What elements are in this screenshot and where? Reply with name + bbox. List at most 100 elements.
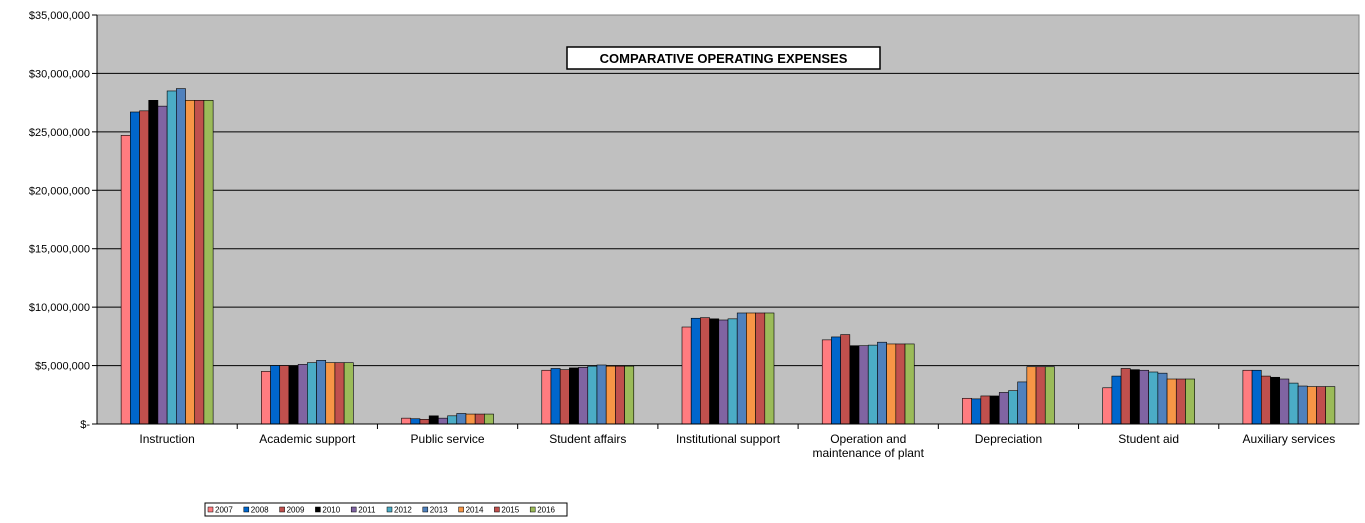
bar	[895, 343, 906, 425]
bars	[120, 88, 1336, 425]
bar	[316, 360, 327, 425]
bar	[569, 367, 579, 425]
bar	[297, 364, 308, 425]
bar	[1102, 387, 1113, 425]
chart-title-box: COMPARATIVE OPERATING EXPENSES	[566, 46, 881, 70]
bar	[474, 413, 485, 425]
y-tick-label: $15,000,000	[29, 244, 90, 256]
bar	[755, 312, 766, 425]
bar	[194, 100, 205, 425]
legend-swatch	[350, 506, 357, 513]
bar	[578, 367, 589, 425]
bar	[428, 415, 439, 425]
bar	[1120, 368, 1131, 425]
x-tick-label: Student affairs	[549, 432, 626, 446]
legend-swatch	[279, 506, 285, 513]
bar	[447, 415, 458, 425]
y-tick-label: $-	[80, 419, 90, 431]
bar	[1166, 378, 1177, 425]
bar	[176, 88, 186, 425]
bar	[157, 105, 168, 425]
bar	[821, 339, 832, 425]
bar	[980, 395, 991, 425]
bar	[325, 362, 336, 425]
bar	[831, 336, 841, 425]
bar	[438, 417, 448, 425]
x-tick-label: Operation and	[830, 432, 906, 446]
bar	[886, 343, 897, 425]
legend-swatch	[243, 506, 250, 513]
bar	[596, 364, 607, 425]
bar	[261, 371, 271, 425]
bar	[401, 417, 412, 425]
bar	[764, 312, 775, 425]
legend-label: 2009	[287, 506, 305, 515]
bar	[858, 345, 869, 425]
x-tick-label: Academic support	[259, 432, 356, 446]
legend-label: 2008	[251, 506, 269, 515]
bar	[962, 397, 972, 425]
legend-swatch	[386, 506, 393, 513]
bar	[1111, 375, 1122, 425]
bar	[690, 317, 701, 425]
bar	[130, 111, 140, 425]
y-tick-label: $10,000,000	[29, 302, 90, 314]
bar	[1026, 366, 1037, 425]
bar	[727, 318, 738, 425]
legend-label: 2014	[466, 506, 484, 515]
bar	[541, 369, 552, 425]
x-tick-label: maintenance of plant	[813, 446, 925, 460]
bar	[1251, 369, 1262, 425]
bar	[1242, 369, 1253, 425]
bar	[1017, 381, 1028, 425]
bar	[484, 413, 494, 425]
bar	[746, 312, 756, 425]
bar	[410, 418, 421, 425]
bar	[1185, 378, 1195, 425]
x-tick-label: Student aid	[1118, 432, 1179, 446]
legend-swatch	[207, 506, 214, 513]
bar	[867, 344, 878, 425]
bar	[166, 90, 177, 425]
bar	[307, 362, 317, 425]
bar	[139, 110, 150, 425]
legend-label: 2013	[430, 506, 448, 515]
bar	[624, 365, 635, 425]
y-tick-label: $35,000,000	[29, 10, 90, 22]
bar	[1139, 369, 1149, 425]
bar	[148, 100, 159, 425]
y-tick-label: $30,000,000	[29, 68, 90, 80]
x-tick-label: Institutional support	[676, 432, 781, 446]
bar	[971, 398, 982, 425]
legend-swatch	[494, 506, 500, 513]
bar	[998, 392, 1009, 425]
bar	[1148, 371, 1159, 425]
bar	[203, 100, 214, 425]
x-tick-label: Instruction	[139, 432, 194, 446]
bar	[1306, 386, 1317, 425]
bar	[1325, 386, 1336, 425]
bar	[1288, 382, 1299, 425]
legend-label: 2016	[537, 506, 555, 515]
legend-label: 2015	[501, 506, 519, 515]
bar	[343, 362, 354, 425]
bar	[1297, 385, 1308, 425]
y-tick-label: $20,000,000	[29, 185, 90, 197]
bar	[849, 345, 860, 425]
bar	[904, 343, 915, 425]
bar	[700, 317, 710, 425]
bar	[1129, 369, 1140, 425]
bar	[1260, 375, 1271, 425]
chart-title: COMPARATIVE OPERATING EXPENSES	[600, 51, 848, 66]
bar	[279, 365, 290, 425]
y-tick-label: $5,000,000	[35, 361, 90, 373]
bar	[1270, 376, 1280, 425]
x-tick-label: Depreciation	[975, 432, 1042, 446]
bar	[877, 341, 887, 425]
bar	[615, 365, 625, 425]
bar	[736, 312, 747, 425]
legend-swatch	[422, 506, 429, 513]
bar	[709, 318, 720, 425]
bar	[288, 365, 299, 425]
